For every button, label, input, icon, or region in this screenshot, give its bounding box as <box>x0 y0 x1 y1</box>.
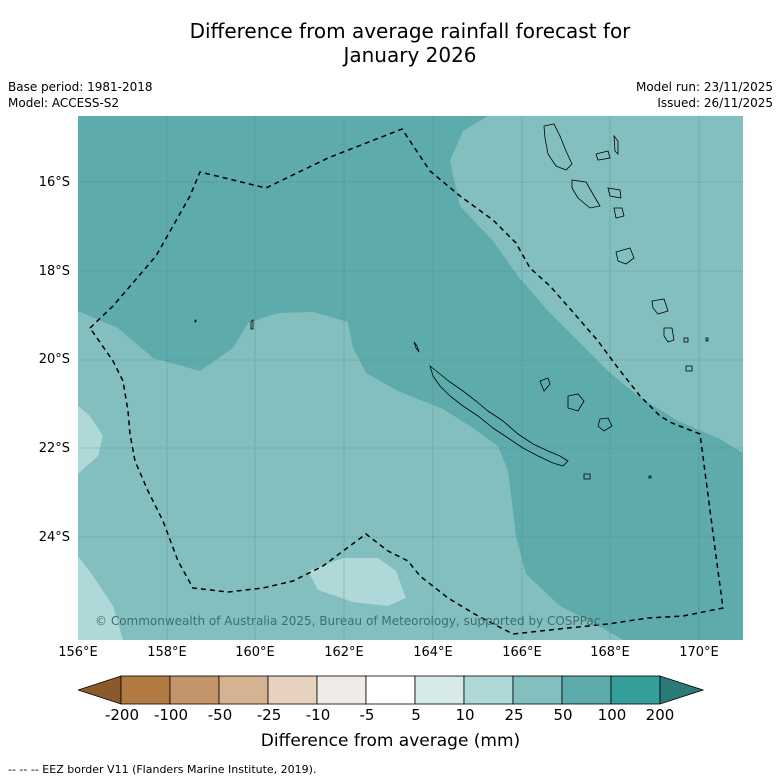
lon-label-156e: 156°E <box>58 645 98 660</box>
colorbar-segment <box>365 675 416 705</box>
island-loyalty-lifou <box>567 393 585 412</box>
cbar-tick-label: -100 <box>153 706 189 724</box>
island-epi <box>613 207 625 219</box>
colorbar-extend-low <box>76 675 122 705</box>
cbar-tick-label: -200 <box>104 706 140 724</box>
island-ambae <box>595 150 611 161</box>
colorbar <box>76 675 705 705</box>
title-line-1: Difference from average rainfall forecas… <box>189 19 631 43</box>
cbar-tick-label: 100 <box>597 706 627 724</box>
region-25-50-northeast <box>450 116 743 453</box>
island-small-b <box>250 319 254 330</box>
island-belep <box>413 341 420 353</box>
colorbar-segment <box>316 675 367 705</box>
colorbar-segment <box>561 675 612 705</box>
lon-label-158e: 158°E <box>147 645 187 660</box>
colorbar-segment <box>610 675 661 705</box>
eez-footnote: -- -- -- EEZ border V11 (Flanders Marine… <box>8 763 317 776</box>
island-small-a <box>648 475 652 479</box>
cbar-tick-label: -10 <box>305 706 331 724</box>
region-10-25-west <box>78 406 103 474</box>
cbar-tick-label: 50 <box>553 706 573 724</box>
lon-label-166e: 166°E <box>502 645 542 660</box>
model-name: Model: ACCESS-S2 <box>8 96 120 110</box>
island-small-c <box>194 319 197 323</box>
islands <box>194 123 709 480</box>
lon-label-160e: 160°E <box>235 645 275 660</box>
island-maewo <box>613 134 619 155</box>
cbar-tick-label: -50 <box>207 706 233 724</box>
map-area <box>78 116 743 640</box>
lon-label-170e: 170°E <box>679 645 719 660</box>
colorbar-title: Difference from average (mm) <box>260 731 521 751</box>
lat-label-24s: 24°S <box>38 530 70 545</box>
cbar-tick-label: -25 <box>256 706 282 724</box>
island-loyalty-mare <box>597 417 613 432</box>
island-new-caledonia <box>429 364 569 467</box>
base-period: Base period: 1981-2018 <box>8 80 153 94</box>
island-malekula <box>571 179 601 209</box>
island-small-e <box>685 365 693 372</box>
lat-label-16s: 16°S <box>38 175 70 190</box>
copyright-notice: © Commonwealth of Australia 2025, Bureau… <box>95 614 601 628</box>
island-espiritu-santo <box>543 123 573 171</box>
lon-label-164e: 164°E <box>413 645 453 660</box>
region-10-25-south <box>308 558 406 606</box>
region-10-25-southwest <box>78 556 123 640</box>
lat-label-18s: 18°S <box>38 264 70 279</box>
island-pines <box>583 473 591 480</box>
colorbar-segment <box>120 675 171 705</box>
island-small-d <box>705 337 709 342</box>
lat-label-20s: 20°S <box>38 352 70 367</box>
colorbar-segment <box>267 675 318 705</box>
island-tanna <box>663 327 675 343</box>
cbar-tick-label: 200 <box>645 706 675 724</box>
lat-label-22s: 22°S <box>38 441 70 456</box>
cbar-tick-label: 25 <box>504 706 524 724</box>
island-loyalty-ouvea <box>539 377 551 392</box>
region-25-50-southwest <box>78 311 623 640</box>
eez-border <box>89 128 724 635</box>
colorbar-segment <box>463 675 514 705</box>
issued-date: Issued: 26/11/2025 <box>657 96 773 110</box>
meta-right: Model run: 23/11/2025 Issued: 26/11/2025 <box>636 79 773 111</box>
cbar-tick-label: -5 <box>359 706 375 724</box>
lon-label-162e: 162°E <box>324 645 364 660</box>
colorbar-extend-high <box>659 675 705 705</box>
colorbar-segment <box>218 675 269 705</box>
island-erromango <box>651 298 669 315</box>
gridlines <box>78 116 743 640</box>
title-line-2: January 2026 <box>343 43 477 67</box>
colorbar-svg <box>76 675 705 705</box>
island-efate <box>615 247 635 265</box>
island-pentecost <box>607 187 622 199</box>
lon-label-168e: 168°E <box>590 645 630 660</box>
map-title: Difference from average rainfall forecas… <box>0 19 781 67</box>
cbar-tick-label: 10 <box>455 706 475 724</box>
model-run: Model run: 23/11/2025 <box>635 80 773 94</box>
island-aneityum <box>683 337 689 343</box>
colorbar-segment <box>512 675 563 705</box>
colorbar-segment <box>169 675 220 705</box>
colorbar-segment <box>414 675 465 705</box>
meta-left: Base period: 1981-2018 Model: ACCESS-S2 <box>8 79 153 111</box>
cbar-tick-label: 5 <box>411 706 421 724</box>
map-svg <box>78 116 743 640</box>
